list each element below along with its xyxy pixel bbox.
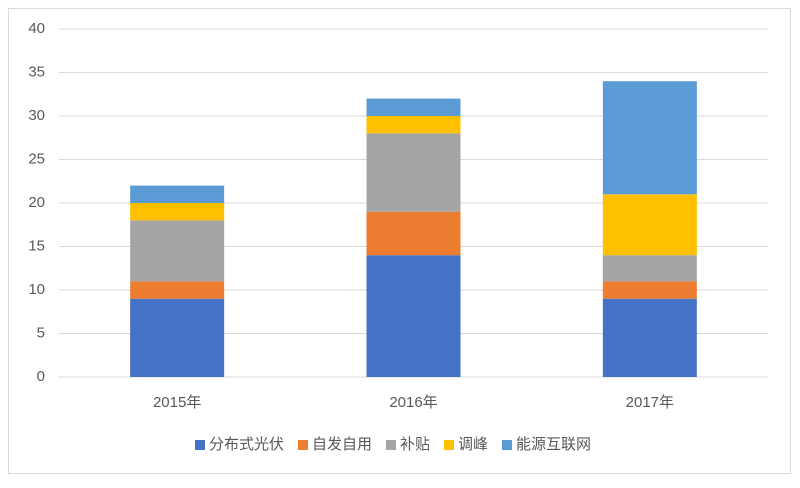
legend-label: 补贴 [400,436,430,453]
bar-segment [602,255,697,282]
x-tick-label: 2017年 [626,394,674,411]
x-tick-label: 2015年 [153,394,201,411]
y-tick-label: 40 [28,20,45,37]
legend-label: 能源互联网 [516,436,591,453]
bar-segment [366,98,461,116]
legend-label: 自发自用 [312,436,372,453]
bar-segment [130,185,225,203]
bar-segment [130,281,225,299]
y-tick-label: 0 [37,368,45,385]
bar-segment [602,281,697,299]
y-tick-label: 15 [28,237,45,254]
bar-segment [366,211,461,256]
bar-segment [130,203,225,221]
legend-label: 调峰 [458,436,488,453]
legend-swatch [386,440,396,450]
legend-swatch [298,440,308,450]
bar-segment [602,298,697,377]
legend-label: 分布式光伏 [209,436,284,453]
bar-segment [130,298,225,377]
bar-segment [366,116,461,134]
bar-segment [366,133,461,212]
legend-swatch [444,440,454,450]
y-tick-label: 30 [28,107,45,124]
bar-segment [130,220,225,282]
bar-segment [602,81,697,195]
y-tick-label: 25 [28,150,45,167]
legend-swatch [195,440,205,450]
legend-swatch [502,440,512,450]
bar-segment [602,194,697,256]
bar-segment [366,255,461,377]
y-tick-label: 10 [28,281,45,298]
y-tick-label: 5 [37,324,45,341]
y-tick-label: 35 [28,63,45,80]
y-tick-label: 20 [28,194,45,211]
x-tick-label: 2016年 [389,394,437,411]
